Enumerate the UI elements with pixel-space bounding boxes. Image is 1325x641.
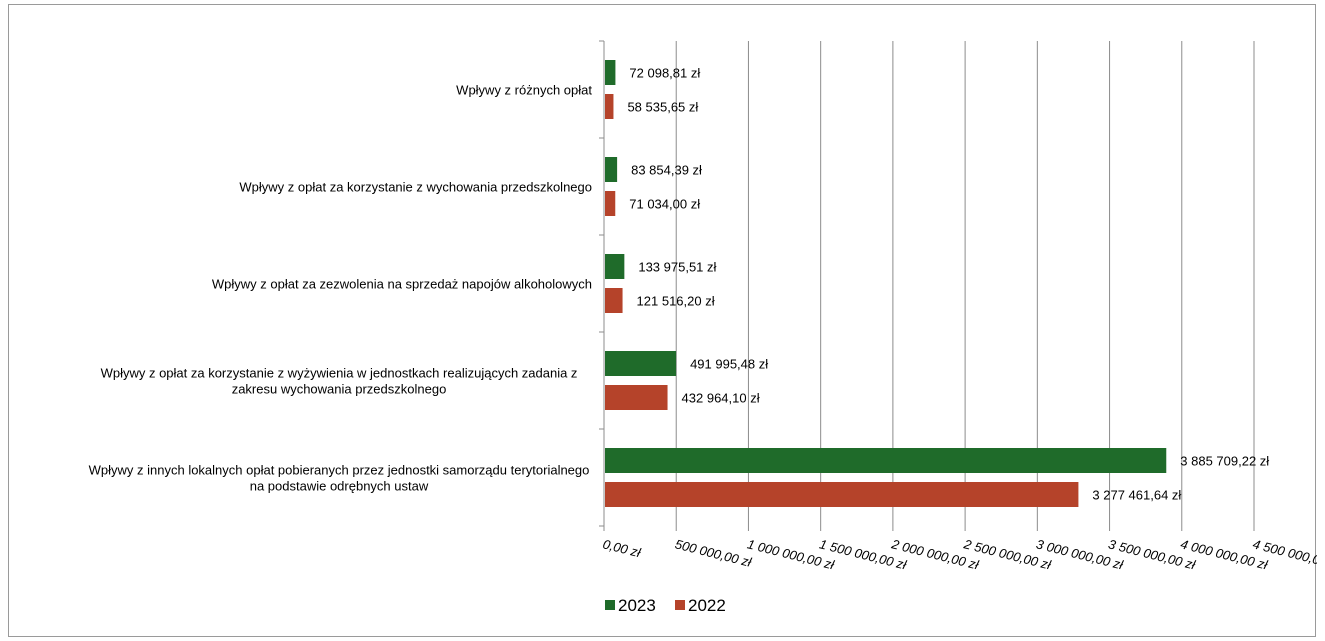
x-tick-labels: 0,00 zł 500 000,00 zł1 000 000,00 zł1 500… xyxy=(601,536,1317,573)
value-label-2023: 83 854,39 zł xyxy=(631,163,702,178)
category-label: Wpływy z innych lokalnych opłat pobieran… xyxy=(89,463,590,494)
value-label-2023: 72 098,81 zł xyxy=(629,66,700,81)
x-tick-label: 500 000,00 zł xyxy=(673,536,753,570)
bar-2023 xyxy=(605,157,618,182)
legend-swatch-2023 xyxy=(605,600,615,610)
legend: 2023 2022 xyxy=(605,596,726,615)
legend-label-2023: 2023 xyxy=(618,596,656,615)
value-label-2022: 58 535,65 zł xyxy=(627,100,698,115)
bar-2023 xyxy=(605,254,625,279)
bar-2023 xyxy=(605,448,1167,473)
category-label: Wpływy z różnych opłat xyxy=(456,83,592,98)
value-label-2023: 3 885 709,22 zł xyxy=(1180,454,1269,469)
value-label-2022: 71 034,00 zł xyxy=(629,197,700,212)
x-tick-label: 0,00 zł xyxy=(601,536,643,560)
bar-2023 xyxy=(605,60,616,85)
bar-2023 xyxy=(605,351,677,376)
bar-2022 xyxy=(605,94,614,119)
bar-2022 xyxy=(605,191,616,216)
value-label-2022: 3 277 461,64 zł xyxy=(1092,488,1181,503)
bars xyxy=(605,60,1167,507)
value-label-2022: 121 516,20 zł xyxy=(637,294,715,309)
grid-lines xyxy=(675,41,1255,526)
value-label-2023: 133 975,51 zł xyxy=(638,260,716,275)
category-labels: Wpływy z różnych opłat Wpływy z opłat za … xyxy=(89,83,593,494)
bar-chart: Wpływy z różnych opłat Wpływy z opłat za … xyxy=(89,40,1317,615)
value-label-2022: 432 964,10 zł xyxy=(682,391,760,406)
category-label: Wpływy z opłat za korzystanie z wychowan… xyxy=(239,180,592,195)
category-label: Wpływy z opłat za zezwolenia na sprzedaż… xyxy=(212,277,592,292)
legend-swatch-2022 xyxy=(675,600,685,610)
value-labels: 72 098,81 zł 58 535,65 zł 83 854,39 zł 71 0… xyxy=(627,66,1269,503)
category-axis xyxy=(599,40,1255,531)
legend-label-2022: 2022 xyxy=(688,596,726,615)
value-label-2023: 491 995,48 zł xyxy=(690,357,768,372)
bar-2022 xyxy=(605,482,1079,507)
chart-frame: Wpływy z różnych opłat Wpływy z opłat za … xyxy=(8,4,1317,637)
bar-2022 xyxy=(605,288,623,313)
bar-2022 xyxy=(605,385,668,410)
category-label: Wpływy z opłat za korzystanie z wyżywien… xyxy=(101,366,578,397)
